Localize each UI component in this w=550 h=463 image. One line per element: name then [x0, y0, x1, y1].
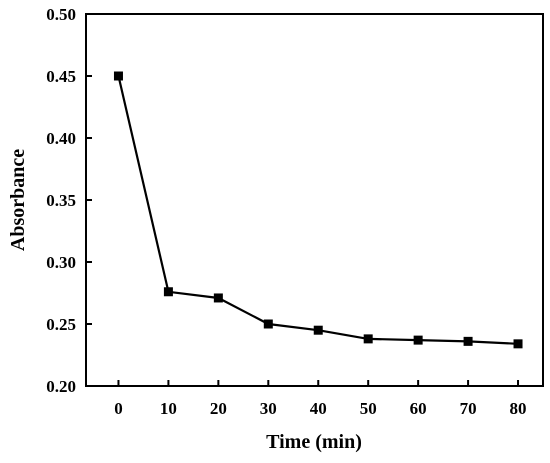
- x-tick-label: 10: [160, 399, 177, 418]
- y-axis-title: Absorbance: [7, 149, 29, 251]
- y-axis-ticks: 0.20 0.25 0.30 0.35 0.40 0.45 0.50: [46, 5, 92, 396]
- data-point: [113, 71, 123, 81]
- y-tick-label: 0.50: [46, 5, 76, 24]
- data-point: [413, 335, 423, 345]
- x-tick-label: 20: [210, 399, 227, 418]
- x-tick-label: 70: [460, 399, 477, 418]
- data-point: [313, 325, 323, 335]
- x-tick-label: 40: [310, 399, 327, 418]
- y-tick-label: 0.30: [46, 253, 76, 272]
- data-point: [463, 336, 473, 346]
- x-axis-title: Time (min): [266, 431, 362, 453]
- data-point: [213, 293, 223, 303]
- x-tick-label: 80: [510, 399, 527, 418]
- y-tick-label: 0.20: [46, 377, 76, 396]
- series-line: [117, 75, 519, 345]
- x-axis-ticks: 0 10 20 30 40 50 60 70 80: [114, 380, 527, 418]
- data-point: [163, 287, 173, 297]
- data-point: [263, 319, 273, 329]
- y-tick-label: 0.35: [46, 191, 76, 210]
- data-point: [513, 339, 523, 349]
- data-series: [113, 71, 523, 349]
- data-point: [363, 334, 373, 344]
- x-tick-label: 0: [114, 399, 123, 418]
- x-tick-label: 30: [260, 399, 277, 418]
- x-tick-label: 50: [360, 399, 377, 418]
- y-tick-label: 0.40: [46, 129, 76, 148]
- y-tick-label: 0.25: [46, 315, 76, 334]
- x-tick-label: 60: [410, 399, 427, 418]
- y-tick-label: 0.45: [46, 67, 76, 86]
